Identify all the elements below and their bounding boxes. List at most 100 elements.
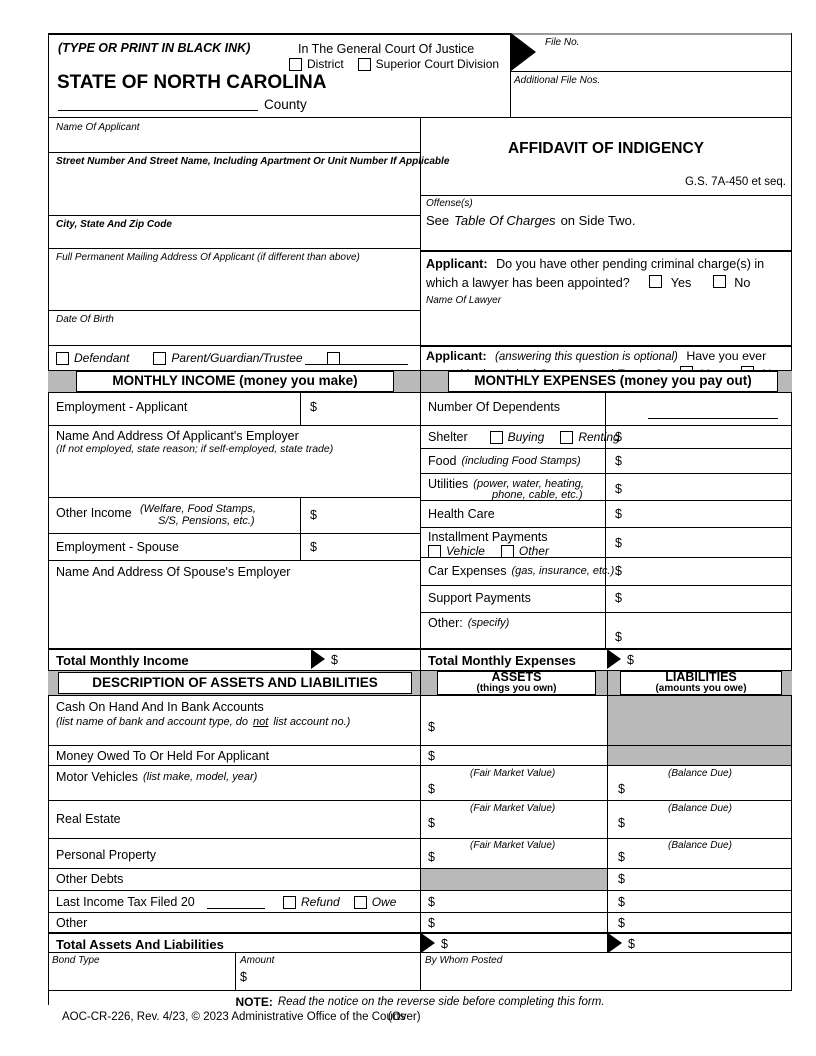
form-id: AOC-CR-226, Rev. 4/23, © 2023 Administra… [62,1011,406,1023]
health-care-amount[interactable]: $ [615,507,622,521]
parent-guardian-trustee-label: Parent/Guardian/Trustee [171,351,303,365]
row-line [48,533,420,534]
over-label: (Over) [388,1011,421,1023]
pending-yes-label: Yes [670,275,692,290]
row-line [48,497,420,498]
fmv-label-2: (Fair Market Value) [470,803,556,814]
pending-yes-checkbox[interactable] [649,274,663,288]
row-line [48,425,420,426]
personal-balance-amount[interactable]: $ [618,850,625,864]
other-asset-amount[interactable]: $ [428,916,435,930]
row-line [48,800,792,801]
street-label: Street Number And Street Name, Including… [56,156,450,167]
renting-label: Renting [578,430,620,444]
tax-year-blank[interactable] [207,896,265,909]
total-liabilities-amount[interactable]: $ [628,937,635,951]
car-expenses-label: Car Expenses [428,564,507,578]
row-line [48,745,792,746]
bond-amount-label: Amount [240,955,275,966]
total-assets-arrow [421,933,435,953]
support-payments-label: Support Payments [428,591,531,605]
parent-guardian-trustee-checkbox[interactable] [153,351,167,365]
utilities-amount[interactable]: $ [615,482,622,496]
total-expenses-label: Total Monthly Expenses [428,653,576,668]
cash-amount[interactable]: $ [428,720,435,734]
real-estate-fmv-amount[interactable]: $ [428,816,435,830]
other-debts-amount[interactable]: $ [618,872,625,886]
buying-checkbox[interactable] [489,430,503,444]
owe-checkbox[interactable] [353,895,367,909]
assets-liabilities-divider [607,670,608,952]
section-line [420,250,792,252]
support-payments-amount[interactable]: $ [615,591,622,605]
row-line [420,195,792,196]
district-label: District [307,57,344,71]
superior-checkbox[interactable] [357,57,371,71]
personal-fmv-amount[interactable]: $ [428,850,435,864]
cash-note-post: list account no.) [273,716,351,728]
cash-note-not: not [253,716,269,728]
cash-label: Cash On Hand And In Bank Accounts [56,700,264,714]
income-section-header: MONTHLY INCOME (money you make) [76,371,394,392]
description-header: DESCRIPTION OF ASSETS AND LIABILITIES [58,672,412,694]
spouse-employer-label: Name And Address Of Spouse's Employer [56,565,291,579]
employment-applicant-amount[interactable]: $ [310,400,317,414]
motor-balance-amount[interactable]: $ [618,782,625,796]
installment-other-checkbox[interactable] [500,544,514,558]
real-estate-balance-amount[interactable]: $ [618,816,625,830]
tax-assets-amount[interactable]: $ [428,895,435,909]
defendant-label: Defendant [74,351,130,365]
other-expense-amount[interactable]: $ [615,630,622,644]
district-checkbox[interactable] [289,57,302,71]
by-whom-posted-label: By Whom Posted [425,955,503,966]
total-expenses-amount[interactable]: $ [627,653,634,667]
row-line [48,838,792,839]
money-owed-amount[interactable]: $ [428,749,435,763]
optional-note: (answering this question is optional) [495,351,678,363]
row-line [420,612,792,613]
motor-vehicles-label: Motor Vehicles [56,770,138,784]
other-income-amount[interactable]: $ [310,508,317,522]
liabilities-header: LIABILITIES (amounts you owe) [620,671,782,695]
row-line [420,557,792,558]
total-income-label: Total Monthly Income [56,653,189,668]
dependents-blank[interactable] [648,404,778,419]
installment-amount[interactable]: $ [615,536,622,550]
county-blank[interactable] [58,94,258,111]
frame-top-right [510,33,792,35]
car-expenses-note: (gas, insurance, etc.) [511,565,615,577]
vehicle-checkbox[interactable] [428,544,441,558]
row-line [48,345,420,346]
total-income-amount[interactable]: $ [331,653,338,667]
see-charges-prefix: See [426,213,450,228]
motor-fmv-amount[interactable]: $ [428,782,435,796]
other-capacity-blank[interactable] [305,352,408,365]
row-line [48,912,792,913]
last-tax-label: Last Income Tax Filed 20 [56,895,195,909]
owe-label: Owe [371,895,397,909]
bond-amount-value[interactable]: $ [240,970,247,984]
installment-other-label: Other [518,544,549,558]
row-line [420,448,792,449]
other-liability-amount[interactable]: $ [618,916,625,930]
row-line [48,560,420,561]
pending-no-checkbox[interactable] [712,274,726,288]
row-line [48,215,420,216]
renting-checkbox[interactable] [560,430,574,444]
tax-liabilities-amount[interactable]: $ [618,895,625,909]
food-amount[interactable]: $ [615,454,622,468]
defendant-checkbox[interactable] [56,351,69,365]
bond-divider [235,952,236,990]
balance-due-label-2: (Balance Due) [668,803,732,814]
band-line [48,695,792,696]
car-expenses-amount[interactable]: $ [615,564,622,578]
expenses-section-header: MONTHLY EXPENSES (money you pay out) [448,371,778,392]
dob-label: Date Of Birth [56,314,114,325]
row-line [48,890,792,891]
county-label: County [264,97,307,112]
shelter-amount[interactable]: $ [615,430,622,444]
employment-spouse-amount[interactable]: $ [310,540,317,554]
row-line [48,310,420,311]
refund-checkbox[interactable] [283,895,296,909]
total-assets-amount[interactable]: $ [441,937,448,951]
